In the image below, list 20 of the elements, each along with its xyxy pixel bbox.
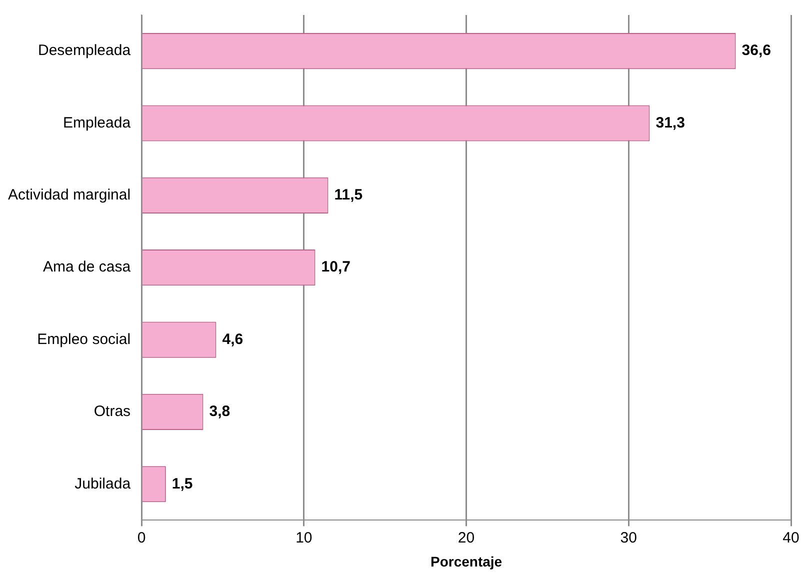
data-label: 4,6 bbox=[222, 330, 244, 348]
x-tick-label: 0 bbox=[137, 529, 146, 546]
y-tick-label: Actividad marginal bbox=[8, 186, 131, 204]
data-label: 1,5 bbox=[172, 475, 193, 492]
data-label: 11,5 bbox=[334, 186, 363, 204]
data-label: 31,3 bbox=[656, 114, 685, 132]
y-tick-label: Jubilada bbox=[74, 475, 132, 492]
y-tick-label: Otras bbox=[94, 403, 131, 420]
y-tick-label: Empleada bbox=[63, 114, 132, 132]
y-tick-label: Empleo social bbox=[37, 330, 131, 348]
y-tick-label: Desempleada bbox=[38, 42, 132, 60]
x-tick-label: 10 bbox=[296, 529, 312, 546]
data-label: 3,8 bbox=[209, 403, 230, 420]
x-tick-label: 30 bbox=[620, 529, 637, 546]
data-label: 36,6 bbox=[742, 42, 771, 60]
y-tick-label: Ama de casa bbox=[43, 258, 132, 276]
x-axis-title: Porcentaje bbox=[430, 553, 502, 570]
x-tick-label: 20 bbox=[458, 529, 475, 546]
data-label: 10,7 bbox=[321, 258, 350, 276]
x-tick-label: 40 bbox=[782, 529, 800, 546]
